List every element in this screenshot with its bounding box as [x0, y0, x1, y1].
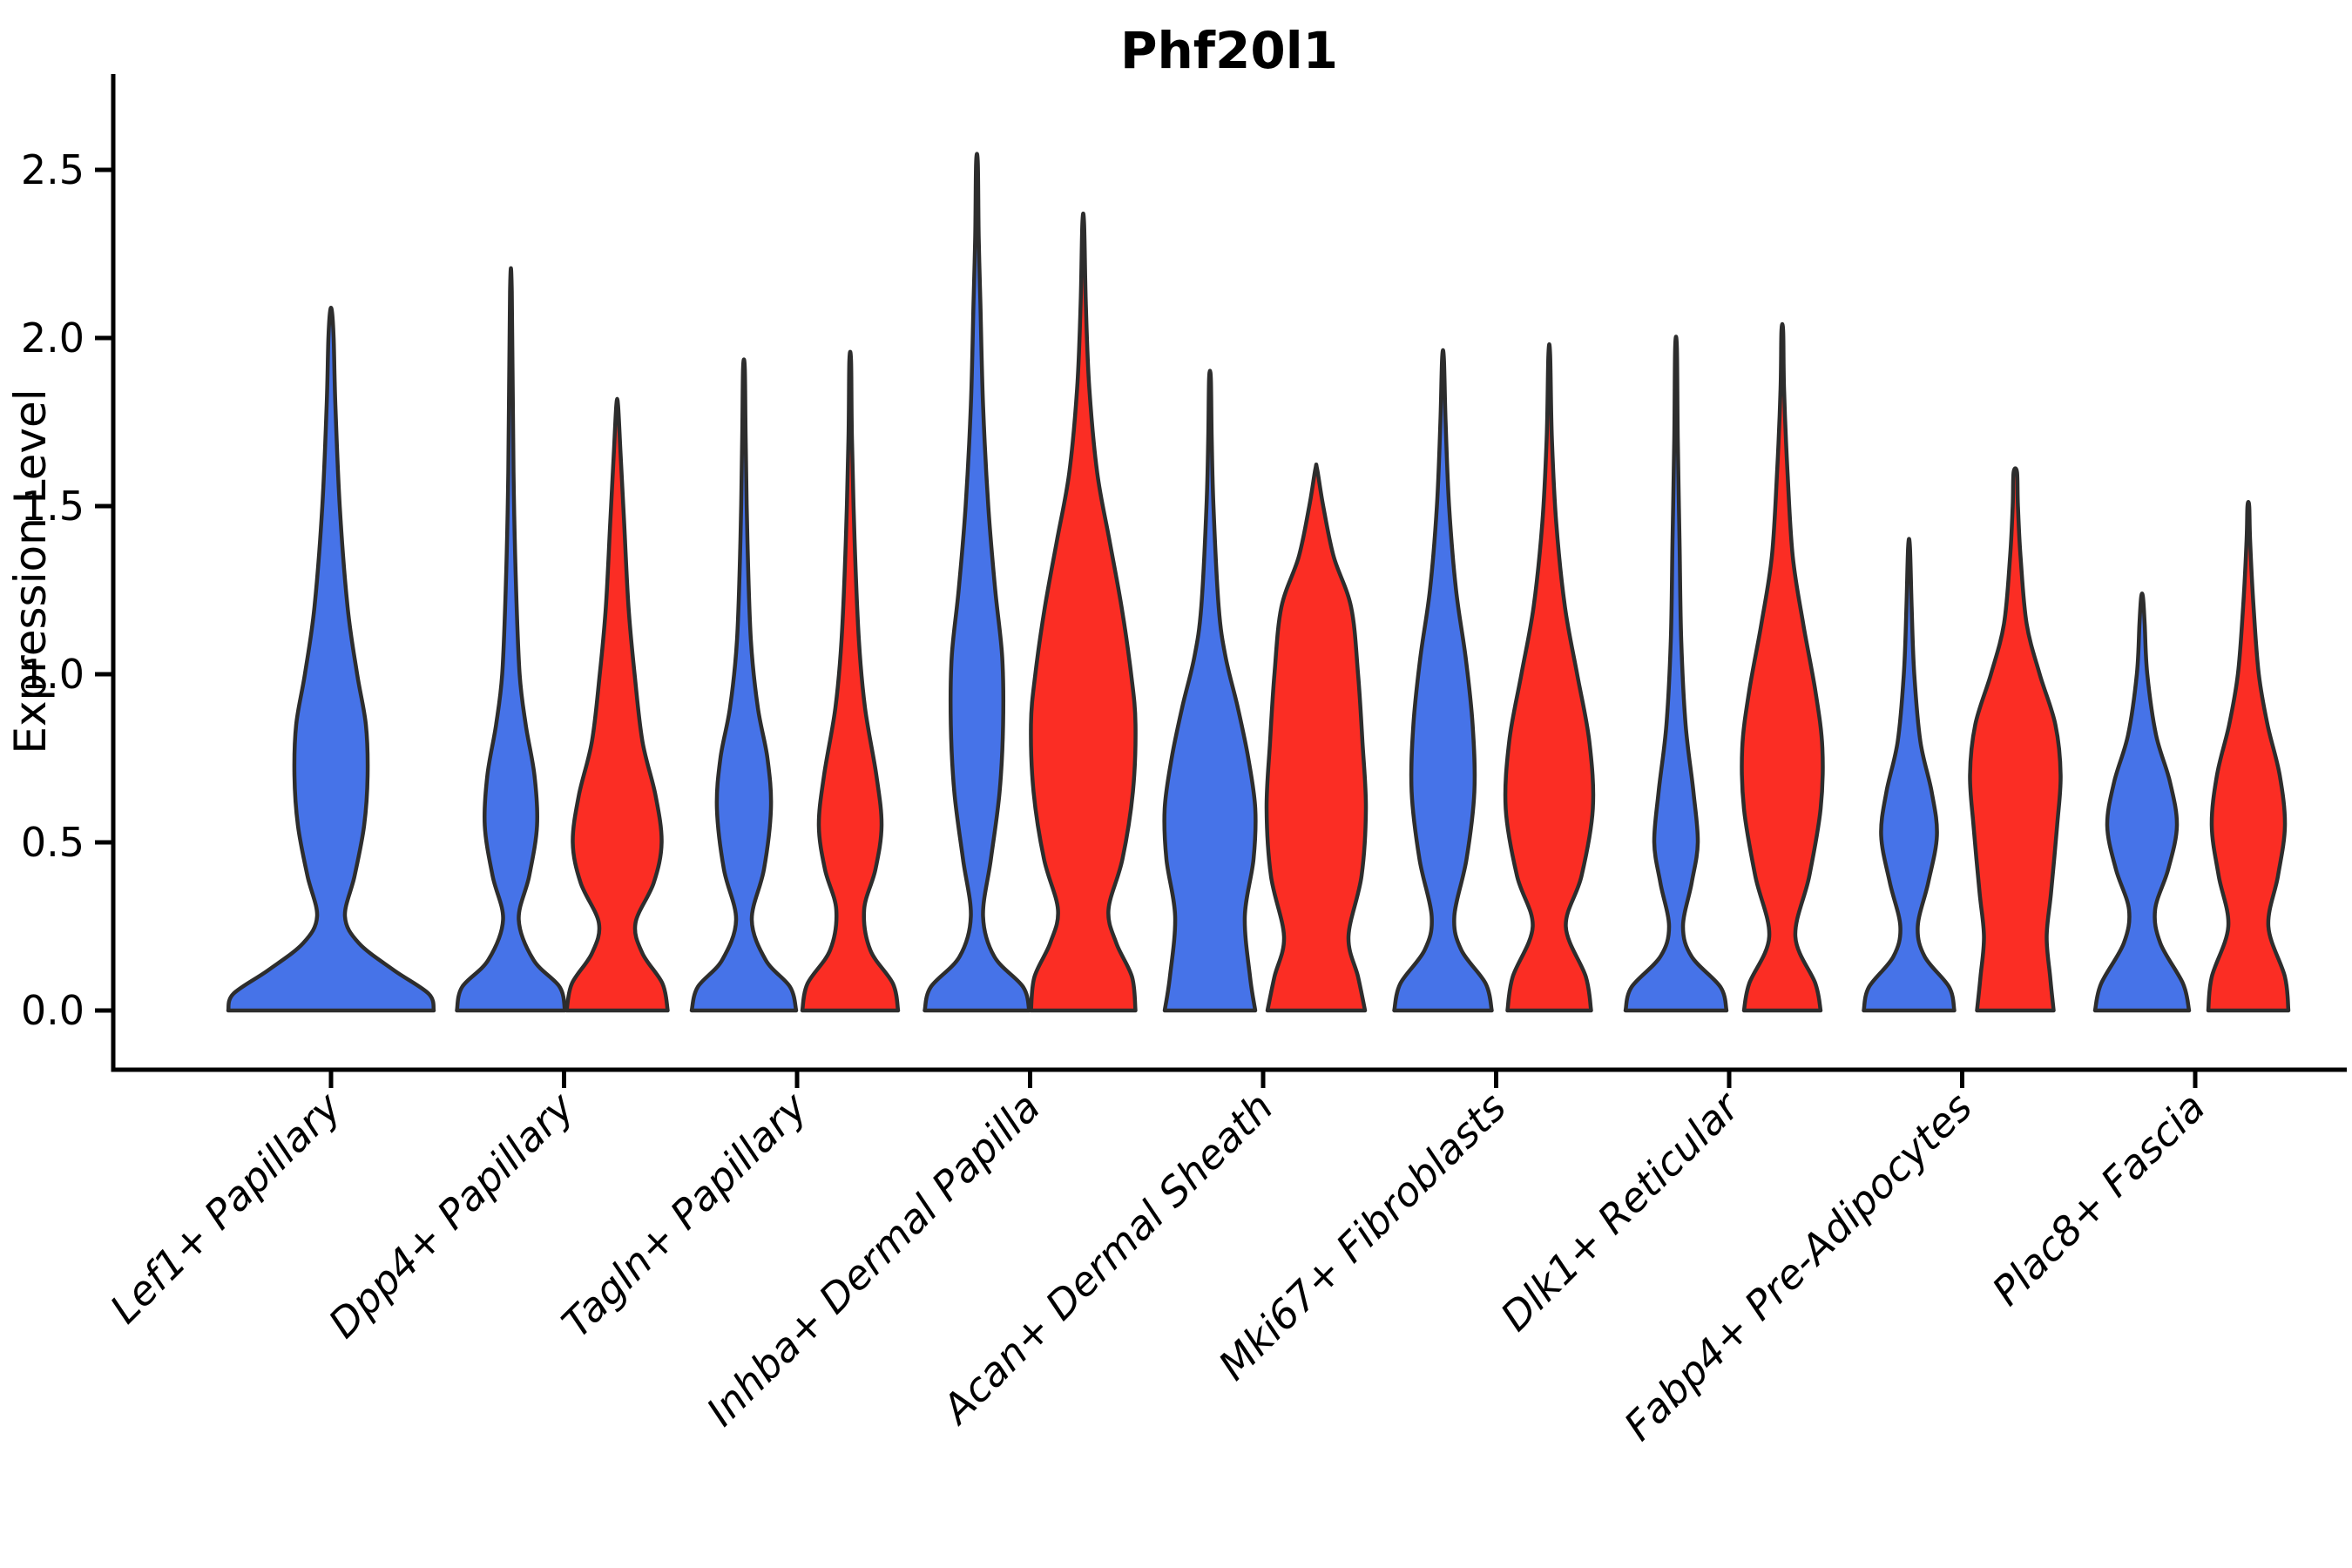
- y-tick-label: 0.5: [21, 819, 84, 866]
- violin-plac8-fascia-blue: [2092, 591, 2192, 1013]
- x-tick-label-lef1-papillary: Lef1+ Papillary: [101, 1083, 350, 1332]
- violin-series: [226, 152, 2291, 1013]
- violin-plac8-fascia-red: [2206, 499, 2291, 1013]
- violin-tagln-papillary-red: [800, 349, 901, 1013]
- violin-fabp4-pre-adipocytes-red: [1968, 466, 2063, 1013]
- x-tick-label-tagln-papillary: Tagln+ Papillary: [552, 1083, 816, 1347]
- y-tick-label: 1.0: [21, 651, 84, 698]
- violin-dpp4-papillary-blue: [455, 266, 567, 1013]
- violin-fabp4-pre-adipocytes-blue: [1862, 537, 1957, 1013]
- violin-dlk1-reticular-blue: [1623, 335, 1729, 1013]
- violin-acan-dermal-sheath-blue: [1162, 368, 1258, 1013]
- chart-title: Phf20l1: [1120, 21, 1338, 80]
- violin-mki67-fibroblasts-blue: [1392, 348, 1494, 1013]
- violin-dpp4-papillary-red: [564, 396, 670, 1013]
- x-tick-label-dpp4-papillary: Dpp4+ Papillary: [320, 1083, 584, 1347]
- violin-lef1-papillary-blue: [226, 306, 436, 1013]
- y-axis-label: Expression Level: [5, 389, 56, 754]
- violin-mki67-fibroblasts-red: [1503, 341, 1596, 1013]
- y-axis-ticks: 0.0 0.5 1.0 1.5 2.0 2.5: [21, 146, 113, 1034]
- violin-inhba-dermal-papilla-blue: [923, 152, 1031, 1013]
- violin-dlk1-reticular-red: [1740, 321, 1825, 1013]
- y-tick-label: 1.5: [21, 483, 84, 530]
- y-tick-label: 2.0: [21, 314, 84, 362]
- y-tick-label: 0.0: [21, 987, 84, 1034]
- violin-tagln-papillary-blue: [689, 357, 799, 1013]
- violin-acan-dermal-sheath-red: [1264, 463, 1369, 1013]
- violin-inhba-dermal-papilla-red: [1029, 211, 1138, 1013]
- x-tick-label-dlk1-reticular: Dlk1+ Reticular: [1491, 1081, 1750, 1340]
- y-tick-label: 2.5: [21, 146, 84, 193]
- x-tick-label-plac8-fascia: Plac8+ Fascia: [1983, 1084, 2213, 1315]
